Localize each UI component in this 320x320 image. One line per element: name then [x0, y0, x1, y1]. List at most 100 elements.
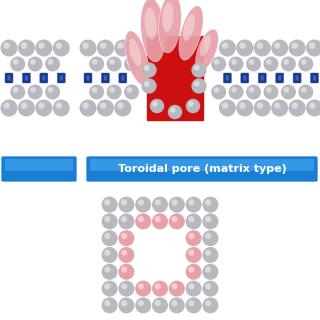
Circle shape [186, 230, 202, 246]
Circle shape [284, 59, 289, 65]
Circle shape [102, 230, 118, 246]
Circle shape [271, 39, 288, 57]
Circle shape [138, 199, 144, 205]
Circle shape [249, 87, 254, 93]
Circle shape [97, 100, 114, 116]
Circle shape [298, 57, 313, 71]
Circle shape [117, 42, 124, 49]
Circle shape [102, 264, 118, 280]
Circle shape [35, 39, 52, 57]
Circle shape [144, 81, 150, 87]
FancyBboxPatch shape [261, 76, 264, 81]
Circle shape [203, 230, 219, 246]
FancyBboxPatch shape [276, 73, 284, 83]
Circle shape [188, 199, 195, 205]
Circle shape [172, 216, 178, 222]
FancyBboxPatch shape [241, 73, 249, 83]
Circle shape [104, 300, 110, 306]
Circle shape [118, 196, 134, 212]
Circle shape [172, 199, 178, 205]
Circle shape [263, 84, 278, 100]
Circle shape [18, 39, 35, 57]
Circle shape [18, 100, 35, 116]
FancyBboxPatch shape [293, 73, 301, 83]
Circle shape [203, 247, 219, 263]
Circle shape [21, 42, 27, 49]
Ellipse shape [200, 35, 211, 56]
Circle shape [121, 283, 127, 289]
Circle shape [150, 99, 164, 113]
Circle shape [124, 84, 139, 100]
Circle shape [186, 297, 202, 313]
Ellipse shape [162, 2, 173, 32]
Circle shape [102, 281, 118, 297]
Circle shape [10, 57, 25, 71]
Circle shape [266, 59, 272, 65]
Circle shape [186, 247, 202, 263]
FancyBboxPatch shape [5, 73, 13, 83]
Circle shape [306, 100, 320, 116]
Circle shape [121, 216, 127, 222]
Circle shape [127, 59, 132, 65]
Circle shape [144, 65, 150, 71]
Circle shape [205, 267, 211, 273]
Circle shape [188, 233, 195, 239]
Circle shape [89, 57, 104, 71]
Circle shape [231, 59, 237, 65]
FancyBboxPatch shape [5, 159, 73, 171]
Circle shape [228, 84, 244, 100]
Circle shape [172, 300, 178, 306]
Circle shape [211, 84, 226, 100]
Circle shape [82, 42, 89, 49]
Circle shape [205, 233, 211, 239]
Circle shape [48, 59, 53, 65]
Circle shape [102, 247, 118, 263]
Circle shape [45, 84, 60, 100]
FancyBboxPatch shape [1, 156, 77, 182]
Circle shape [289, 39, 306, 57]
FancyBboxPatch shape [278, 76, 281, 81]
Circle shape [79, 39, 97, 57]
Circle shape [13, 87, 19, 93]
Circle shape [121, 267, 127, 273]
Circle shape [35, 100, 52, 116]
Circle shape [56, 42, 62, 49]
FancyBboxPatch shape [296, 76, 299, 81]
Circle shape [186, 213, 202, 229]
Circle shape [13, 59, 19, 65]
Ellipse shape [183, 14, 195, 41]
Circle shape [292, 102, 298, 109]
Circle shape [118, 230, 134, 246]
Circle shape [102, 196, 118, 212]
Circle shape [79, 100, 97, 116]
Circle shape [186, 196, 202, 212]
Circle shape [100, 102, 106, 109]
Circle shape [107, 57, 122, 71]
Circle shape [289, 100, 306, 116]
Circle shape [152, 213, 168, 229]
Circle shape [100, 42, 106, 49]
Circle shape [266, 87, 272, 93]
Circle shape [298, 84, 313, 100]
Ellipse shape [159, 0, 181, 53]
FancyBboxPatch shape [84, 73, 92, 83]
Circle shape [38, 42, 45, 49]
Circle shape [135, 196, 151, 212]
Circle shape [118, 213, 134, 229]
FancyBboxPatch shape [104, 76, 107, 81]
Circle shape [117, 102, 124, 109]
Circle shape [222, 42, 228, 49]
Ellipse shape [129, 39, 141, 66]
Ellipse shape [179, 6, 203, 60]
Circle shape [236, 100, 253, 116]
Circle shape [138, 300, 144, 306]
Circle shape [186, 99, 200, 113]
Circle shape [38, 102, 45, 109]
Circle shape [138, 216, 144, 222]
Circle shape [138, 283, 144, 289]
Circle shape [170, 107, 176, 113]
Circle shape [10, 84, 25, 100]
Circle shape [169, 281, 185, 297]
Circle shape [254, 39, 271, 57]
Circle shape [186, 264, 202, 280]
